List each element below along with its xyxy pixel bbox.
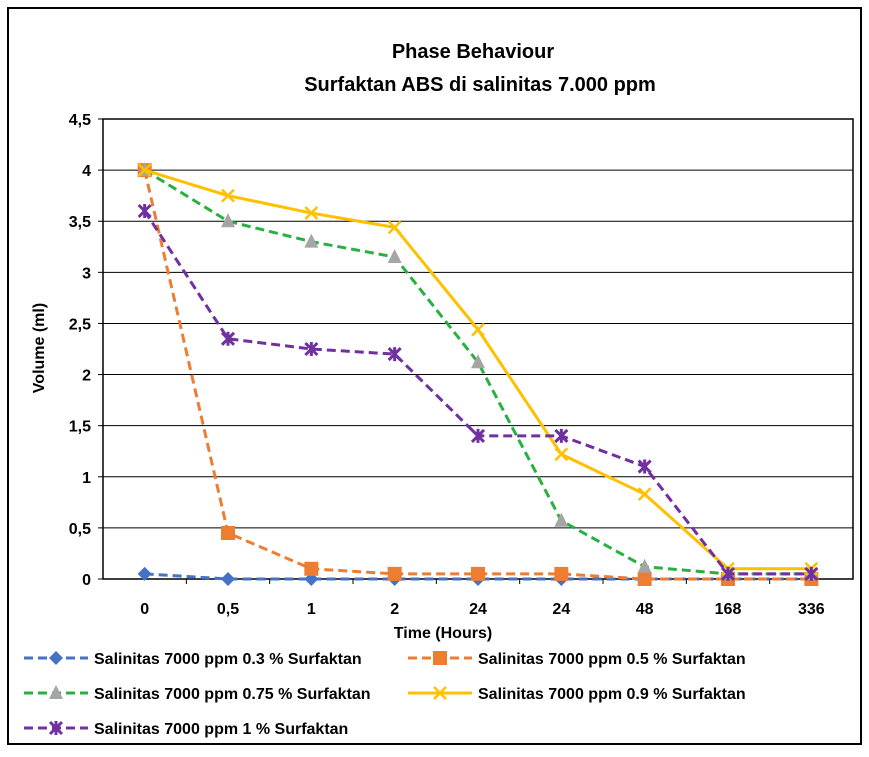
y-tick-label: 1,5 [69,419,91,436]
legend-label: Salinitas 7000 ppm 0.3 % Surfaktan [94,651,362,668]
legend-label: Salinitas 7000 ppm 0.5 % Surfaktan [478,651,746,668]
series-lines [137,162,819,586]
legend-item: Salinitas 7000 ppm 0.5 % Surfaktan [408,651,746,668]
data-point-star [137,203,152,219]
data-point-star [804,566,819,581]
data-point-triangle [471,354,485,369]
data-point-x [137,163,152,177]
data-point-square [304,561,319,576]
data-point-x [554,447,569,462]
legend-label: Salinitas 7000 ppm 1 % Surfaktan [94,721,348,738]
data-point-square [433,651,447,665]
data-point-x [637,487,652,502]
x-tick-label: 48 [636,601,654,618]
x-tick-label: 168 [715,601,742,618]
y-tick-label: 0 [82,572,91,589]
data-point-square [221,526,235,540]
legend-label: Salinitas 7000 ppm 0.75 % Surfaktan [94,686,371,703]
data-point-x [221,188,235,203]
chart-subtitle: Surfaktan ABS di salinitas 7.000 ppm [304,74,656,96]
x-tick-label: 336 [798,601,825,618]
data-point-triangle [221,213,235,228]
x-tick-label: 1 [307,601,316,618]
data-point-x [387,220,402,235]
y-tick-label: 3 [82,265,91,282]
series-group [137,203,819,581]
legend-item: Salinitas 7000 ppm 0.75 % Surfaktan [24,685,371,703]
x-tick-label: 0,5 [217,601,239,618]
legend: Salinitas 7000 ppm 0.3 % Surfaktan Salini… [24,651,746,738]
y-tick-label: 2 [82,368,91,385]
data-point-diamond [49,651,63,665]
data-point-diamond [137,566,152,581]
data-point-star [48,720,64,736]
chart-border [7,7,862,745]
chart-title: Phase Behaviour [392,41,555,63]
legend-item: Salinitas 7000 ppm 1 % Surfaktan [24,720,348,738]
data-point-triangle [554,512,569,527]
data-point-triangle [49,685,63,699]
x-tick-label: 2 [390,601,399,618]
data-point-star [720,566,736,581]
data-point-square [387,566,402,581]
data-point-triangle [304,233,319,248]
legend-item: Salinitas 7000 ppm 0.3 % Surfaktan [24,651,362,668]
y-axis-ticks: 0 0,5 1 1,5 2 2,5 3 3,5 4 4,5 [69,112,103,589]
data-point-triangle [637,558,652,573]
y-tick-label: 1 [82,470,91,487]
x-axis-ticks: 0 0,5 1 2 24 24 48 168 336 [140,579,825,618]
legend-item: Salinitas 7000 ppm 0.9 % Surfaktan [408,686,746,703]
x-tick-label: 24 [469,601,487,618]
data-point-x [304,206,319,220]
series-line [143,168,812,576]
data-point-star [554,428,569,443]
data-point-star [387,347,402,362]
data-point-star [470,428,486,443]
data-point-star [637,459,652,474]
y-tick-label: 3,5 [69,214,91,231]
data-point-square [637,572,652,586]
data-point-square [471,566,485,581]
x-tick-label: 0 [140,601,149,618]
data-point-triangle [387,249,402,263]
y-tick-label: 4,5 [69,112,91,129]
y-tick-label: 4 [82,163,91,180]
data-point-star [304,341,319,357]
x-tick-label: 24 [552,601,570,618]
y-tick-label: 0,5 [69,521,91,538]
data-point-x [471,322,485,337]
y-tick-label: 2,5 [69,316,91,333]
y-axis-title: Volume (ml) [31,303,48,393]
data-point-diamond [221,572,235,586]
data-point-x [433,686,447,700]
data-point-star [220,331,236,346]
legend-label: Salinitas 7000 ppm 0.9 % Surfaktan [478,686,746,703]
series-group [137,163,819,576]
x-axis-title: Time (Hours) [394,625,492,642]
data-point-square [554,566,569,581]
